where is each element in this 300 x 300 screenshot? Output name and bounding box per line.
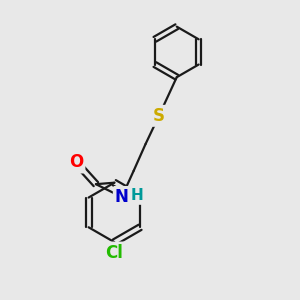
Text: S: S bbox=[153, 107, 165, 125]
Text: O: O bbox=[69, 154, 83, 172]
Text: Cl: Cl bbox=[105, 244, 123, 262]
Text: H: H bbox=[131, 188, 144, 203]
Text: N: N bbox=[115, 188, 129, 206]
